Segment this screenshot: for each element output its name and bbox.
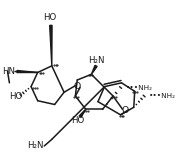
Text: HO: HO — [43, 13, 57, 22]
Polygon shape — [91, 65, 97, 74]
Polygon shape — [50, 25, 52, 66]
Text: HO: HO — [9, 92, 23, 100]
Polygon shape — [17, 71, 38, 72]
Text: HN: HN — [2, 67, 15, 76]
Text: HO: HO — [72, 116, 85, 125]
Text: H₂N: H₂N — [88, 56, 104, 65]
Polygon shape — [79, 109, 86, 117]
Text: •••NH₂: •••NH₂ — [149, 93, 176, 99]
Text: O: O — [74, 82, 81, 91]
Text: •••NH₂: •••NH₂ — [126, 85, 153, 92]
Text: H₂N: H₂N — [28, 141, 44, 150]
Text: O: O — [122, 106, 129, 115]
